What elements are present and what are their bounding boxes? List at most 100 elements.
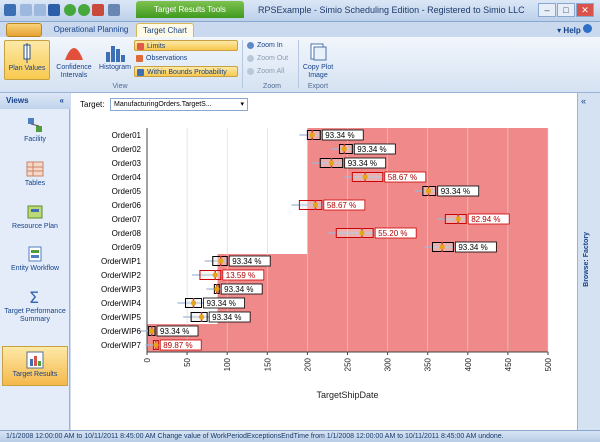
view-target-performance-summary-label: Target Performance Summary: [4, 308, 66, 323]
plan-value-point: [214, 286, 220, 292]
limits-label: Limits: [147, 43, 166, 50]
copy-plot-image-label: Copy Plot Image: [302, 64, 334, 79]
export-group-label: Export: [307, 83, 329, 90]
target-chart[interactable]: 0 50 100 150 200 250 300 350 400 450 500 TargetShip…: [71, 113, 577, 430]
view-entity-workflow-label: Entity Workflow: [10, 265, 60, 272]
context-tab-header: Target Results Tools: [136, 1, 244, 18]
view-target-performance-summary[interactable]: Σ Target Performance Summary: [2, 288, 68, 324]
resource-plan-icon: [26, 203, 44, 221]
view-entity-workflow[interactable]: Entity Workflow: [2, 245, 68, 273]
probability-label: 93.34 %: [441, 187, 470, 196]
plan-value-point: [328, 160, 335, 166]
target-label: Target:: [80, 100, 105, 109]
probability-box: [384, 171, 427, 183]
view-tables-label: Tables: [24, 180, 46, 187]
limits-button[interactable]: Limits: [134, 40, 238, 51]
help-label: Help: [563, 26, 581, 35]
row-label: Order03: [112, 159, 142, 168]
file-menu-button[interactable]: [6, 23, 42, 37]
plan-value-point: [425, 188, 432, 194]
plan-value-point: [455, 216, 461, 222]
undo-icon[interactable]: [20, 4, 32, 16]
probability-box: [323, 199, 366, 211]
probability-label: 93.34 %: [232, 257, 261, 266]
customize-qat-icon[interactable]: [108, 4, 120, 16]
help-button[interactable]: ▾ Help: [557, 24, 592, 35]
ribbon: [0, 37, 600, 93]
chart-svg[interactable]: 0 50 100 150 200 250 300 350 400 450 500 TargetShip…: [71, 113, 577, 430]
observations-button[interactable]: Observations: [134, 53, 238, 64]
probability-label: 93.34 %: [325, 131, 354, 140]
late-zone: [217, 310, 549, 325]
view-facility[interactable]: Facility: [2, 116, 68, 144]
copy-plot-image-button[interactable]: Copy Plot Image: [300, 40, 336, 80]
plan-value-point: [341, 146, 347, 152]
app-menu-icon[interactable]: [4, 4, 16, 16]
maximize-button[interactable]: □: [557, 3, 575, 17]
view-tables[interactable]: Tables: [2, 160, 68, 188]
within-bounds-label: Within Bounds Probability: [147, 69, 227, 76]
browse-factory-label[interactable]: Browse: Factory: [583, 232, 590, 287]
row-label: Order01: [112, 131, 142, 140]
probability-label: 93.34 %: [348, 159, 377, 168]
probability-box: [228, 255, 271, 267]
probability-label: 93.34 %: [357, 145, 386, 154]
late-zone: [217, 282, 549, 297]
probability-box: [220, 283, 263, 295]
facility-icon: [26, 116, 44, 134]
svg-text:Σ: Σ: [29, 288, 39, 306]
target-select[interactable]: ManufacturingOrders.TargetS... ▾: [110, 98, 248, 111]
x-tick-label: 200: [303, 357, 312, 371]
sigma-icon: Σ: [26, 288, 44, 307]
plan-values-button[interactable]: Plan Values: [4, 40, 50, 80]
view-resource-plan-label: Resource Plan: [12, 223, 58, 230]
interval-box: [199, 270, 222, 280]
x-tick-label: 500: [544, 357, 553, 371]
plan-values-icon: [17, 43, 37, 63]
plan-value-point: [190, 300, 197, 306]
x-tick-label: 450: [504, 357, 513, 371]
chevron-down-icon: ▾: [240, 101, 244, 108]
within-bounds-button[interactable]: Within Bounds Probability: [134, 66, 238, 77]
zoom-group-label: Zoom: [263, 83, 281, 90]
late-zone: [217, 296, 549, 311]
redo-icon[interactable]: [34, 4, 46, 16]
tab-target-chart[interactable]: Target Chart: [136, 23, 194, 38]
zoom-all-button[interactable]: Zoom All: [245, 66, 295, 77]
confidence-intervals-button[interactable]: Confidence Intervals: [52, 40, 96, 80]
view-resource-plan[interactable]: Resource Plan: [2, 203, 68, 231]
probability-label: 93.34 %: [160, 327, 189, 336]
zoom-out-button[interactable]: Zoom Out: [245, 53, 295, 64]
save-icon[interactable]: [48, 4, 60, 16]
bell-curve-icon: [64, 42, 84, 62]
zoom-in-label: Zoom In: [257, 42, 283, 49]
run-icon[interactable]: [64, 4, 76, 16]
probability-box: [344, 157, 387, 169]
plan-value-point: [362, 174, 368, 180]
x-axis-label: TargetShipDate: [316, 390, 378, 400]
probability-label: 55.20 %: [378, 229, 407, 238]
zoom-in-button[interactable]: Zoom In: [245, 40, 295, 51]
plan-value-point: [439, 244, 445, 250]
row-label: Order02: [112, 145, 142, 154]
probability-label: 93.34 %: [212, 313, 241, 322]
row-label: Order08: [112, 229, 142, 238]
minimize-button[interactable]: –: [538, 3, 556, 17]
histogram-icon: [105, 42, 125, 62]
probability-box: [437, 185, 480, 197]
view-target-results[interactable]: Target Results: [2, 346, 68, 386]
observations-label: Observations: [146, 55, 188, 62]
histogram-button[interactable]: Histogram: [97, 40, 133, 80]
row-label: Order09: [112, 243, 142, 252]
close-button[interactable]: ✕: [576, 3, 594, 17]
stop-icon[interactable]: [92, 4, 104, 16]
plan-value-point: [149, 328, 155, 334]
probability-label: 89.87 %: [163, 341, 192, 350]
collapse-browse-icon[interactable]: «: [581, 96, 587, 106]
step-icon[interactable]: [78, 4, 90, 16]
collapse-views-icon[interactable]: «: [59, 96, 64, 105]
probability-label: 13.59 %: [226, 271, 255, 280]
x-tick-label: 50: [183, 357, 192, 366]
tab-operational-planning[interactable]: Operational Planning: [53, 25, 129, 34]
row-label: Order05: [112, 187, 142, 196]
